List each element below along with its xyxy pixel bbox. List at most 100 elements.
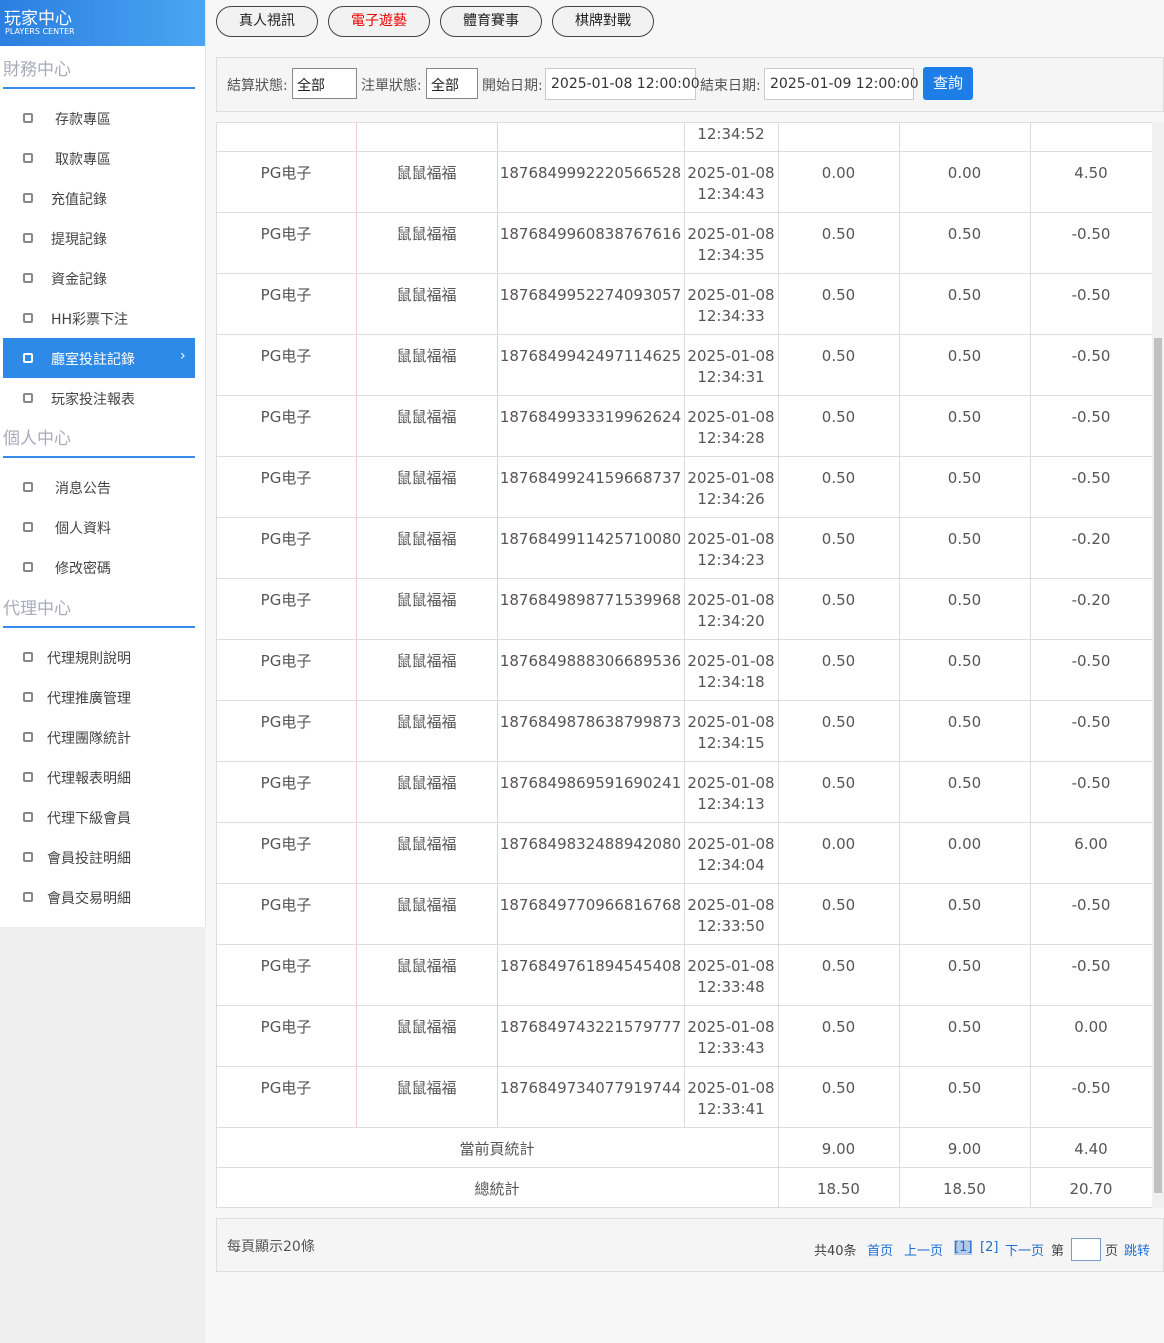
menu-item[interactable]: 玩家投注報表	[51, 392, 135, 408]
menu-icon	[23, 353, 33, 363]
summary-value: 20.70	[1069, 1180, 1113, 1198]
page-input[interactable]	[1071, 1238, 1101, 1261]
per-page: 每頁顯示20條	[227, 1239, 315, 1255]
cell: PG电子	[260, 713, 312, 731]
cell: 鼠鼠福福	[396, 469, 457, 487]
row-border	[217, 1066, 1152, 1067]
tab[interactable]: 真人視訊	[216, 6, 318, 37]
column-border	[778, 123, 779, 1208]
menu-item[interactable]: 代理下級會員	[47, 811, 131, 827]
cell: 0.50	[821, 652, 856, 670]
cell: PG电子	[260, 225, 312, 243]
menu-item[interactable]: 會員投註明細	[47, 851, 131, 867]
row-border	[217, 212, 1152, 213]
row-border	[217, 761, 1152, 762]
menu-icon	[23, 892, 33, 902]
cell: 0.50	[821, 1018, 856, 1036]
page-current[interactable]: [1]	[954, 1240, 973, 1255]
menu-item[interactable]: 個人資料	[55, 521, 111, 537]
cell: 0.00	[821, 164, 856, 182]
query-button[interactable]: 查詢	[923, 67, 973, 100]
cell: -0.50	[1071, 774, 1111, 792]
tab[interactable]: 電子遊藝	[328, 6, 430, 37]
section-underline	[3, 87, 195, 89]
cell: 0.50	[947, 957, 982, 975]
column-border	[356, 123, 357, 1128]
cell: 1876849933319962624	[499, 408, 682, 426]
cell: 0.50	[821, 408, 856, 426]
section-underline	[3, 626, 195, 628]
date-input[interactable]: 2025-01-08 12:00:00	[545, 68, 700, 100]
menu-item[interactable]: 提現記錄	[51, 232, 107, 248]
cell: 2025-01-08	[687, 835, 775, 853]
section-title: 代理中心	[3, 599, 71, 619]
chevron: ›	[180, 348, 186, 364]
menu-item[interactable]: 代理推廣管理	[47, 691, 131, 707]
page-link[interactable]: 下一页	[1005, 1244, 1045, 1259]
cell: PG电子	[260, 835, 312, 853]
cell: -0.50	[1071, 469, 1111, 487]
column-border	[899, 123, 900, 1208]
menu-icon	[23, 193, 33, 203]
cell: 1876849992220566528	[499, 164, 682, 182]
cell: 0.50	[947, 591, 982, 609]
select[interactable]: 全部	[426, 68, 478, 99]
cell-time: 12:33:41	[697, 1100, 765, 1118]
column-border	[497, 123, 498, 1128]
menu-item[interactable]: 廳室投註記錄	[51, 352, 135, 368]
row-border	[217, 944, 1152, 945]
cell: 2025-01-08	[687, 896, 775, 914]
cell: 鼠鼠福福	[396, 164, 457, 182]
menu-item[interactable]: HH彩票下注	[51, 312, 129, 328]
cell: 1876849898771539968	[499, 591, 682, 609]
cell: 0.00	[947, 164, 982, 182]
cell: 1876849942497114625	[499, 347, 682, 365]
cell-time: 12:34:15	[697, 734, 765, 752]
select[interactable]: 全部	[292, 68, 357, 99]
cell: 鼠鼠福福	[396, 408, 457, 426]
menu-item[interactable]: 代理規則說明	[47, 651, 131, 667]
menu-item[interactable]: 代理團隊統計	[47, 731, 131, 747]
menu-item[interactable]: 取款專區	[55, 152, 111, 168]
page-link[interactable]: [2]	[980, 1240, 999, 1255]
menu-item[interactable]: 資金記錄	[51, 272, 107, 288]
menu-icon	[23, 482, 33, 492]
cell-time: 12:34:28	[697, 429, 765, 447]
row-border	[217, 1207, 1152, 1208]
menu-item[interactable]: 充值記錄	[51, 192, 107, 208]
cell: -0.20	[1071, 530, 1111, 548]
cell: 0.50	[947, 225, 982, 243]
row-border	[217, 1167, 1152, 1168]
tab[interactable]: 體育賽事	[440, 6, 542, 37]
menu-item[interactable]: 消息公告	[55, 481, 111, 497]
menu-icon	[23, 313, 33, 323]
cell: 12:34:52	[697, 125, 765, 143]
total: 共40条	[814, 1244, 857, 1259]
page-link[interactable]: 上一页	[904, 1244, 944, 1259]
cell: 2025-01-08	[687, 652, 775, 670]
cell: 鼠鼠福福	[396, 286, 457, 304]
menu-item[interactable]: 修改密碼	[55, 561, 111, 577]
cell: 2025-01-08	[687, 408, 775, 426]
cell: 0.50	[947, 530, 982, 548]
cell: 2025-01-08	[687, 225, 775, 243]
cell: 2025-01-08	[687, 774, 775, 792]
menu-item[interactable]: 會員交易明細	[47, 891, 131, 907]
cell: 0.50	[821, 530, 856, 548]
cell-time: 12:34:23	[697, 551, 765, 569]
scroll-thumb[interactable]	[1154, 338, 1162, 1193]
cell: -0.50	[1071, 1079, 1111, 1097]
date-input[interactable]: 2025-01-09 12:00:00	[764, 68, 919, 100]
menu-item[interactable]: 代理報表明細	[47, 771, 131, 787]
cell: 鼠鼠福福	[396, 713, 457, 731]
page-link[interactable]: 首页	[867, 1244, 894, 1259]
cell: 2025-01-08	[687, 957, 775, 975]
cell-time: 12:33:50	[697, 917, 765, 935]
tab[interactable]: 棋牌對戰	[552, 6, 654, 37]
cell: -0.50	[1071, 713, 1111, 731]
sidebar-bg	[0, 927, 205, 1343]
cell: 2025-01-08	[687, 1079, 775, 1097]
menu-item[interactable]: 存款專區	[55, 112, 111, 128]
jump-link[interactable]: 跳转	[1124, 1244, 1151, 1259]
cell: 1876849960838767616	[499, 225, 682, 243]
